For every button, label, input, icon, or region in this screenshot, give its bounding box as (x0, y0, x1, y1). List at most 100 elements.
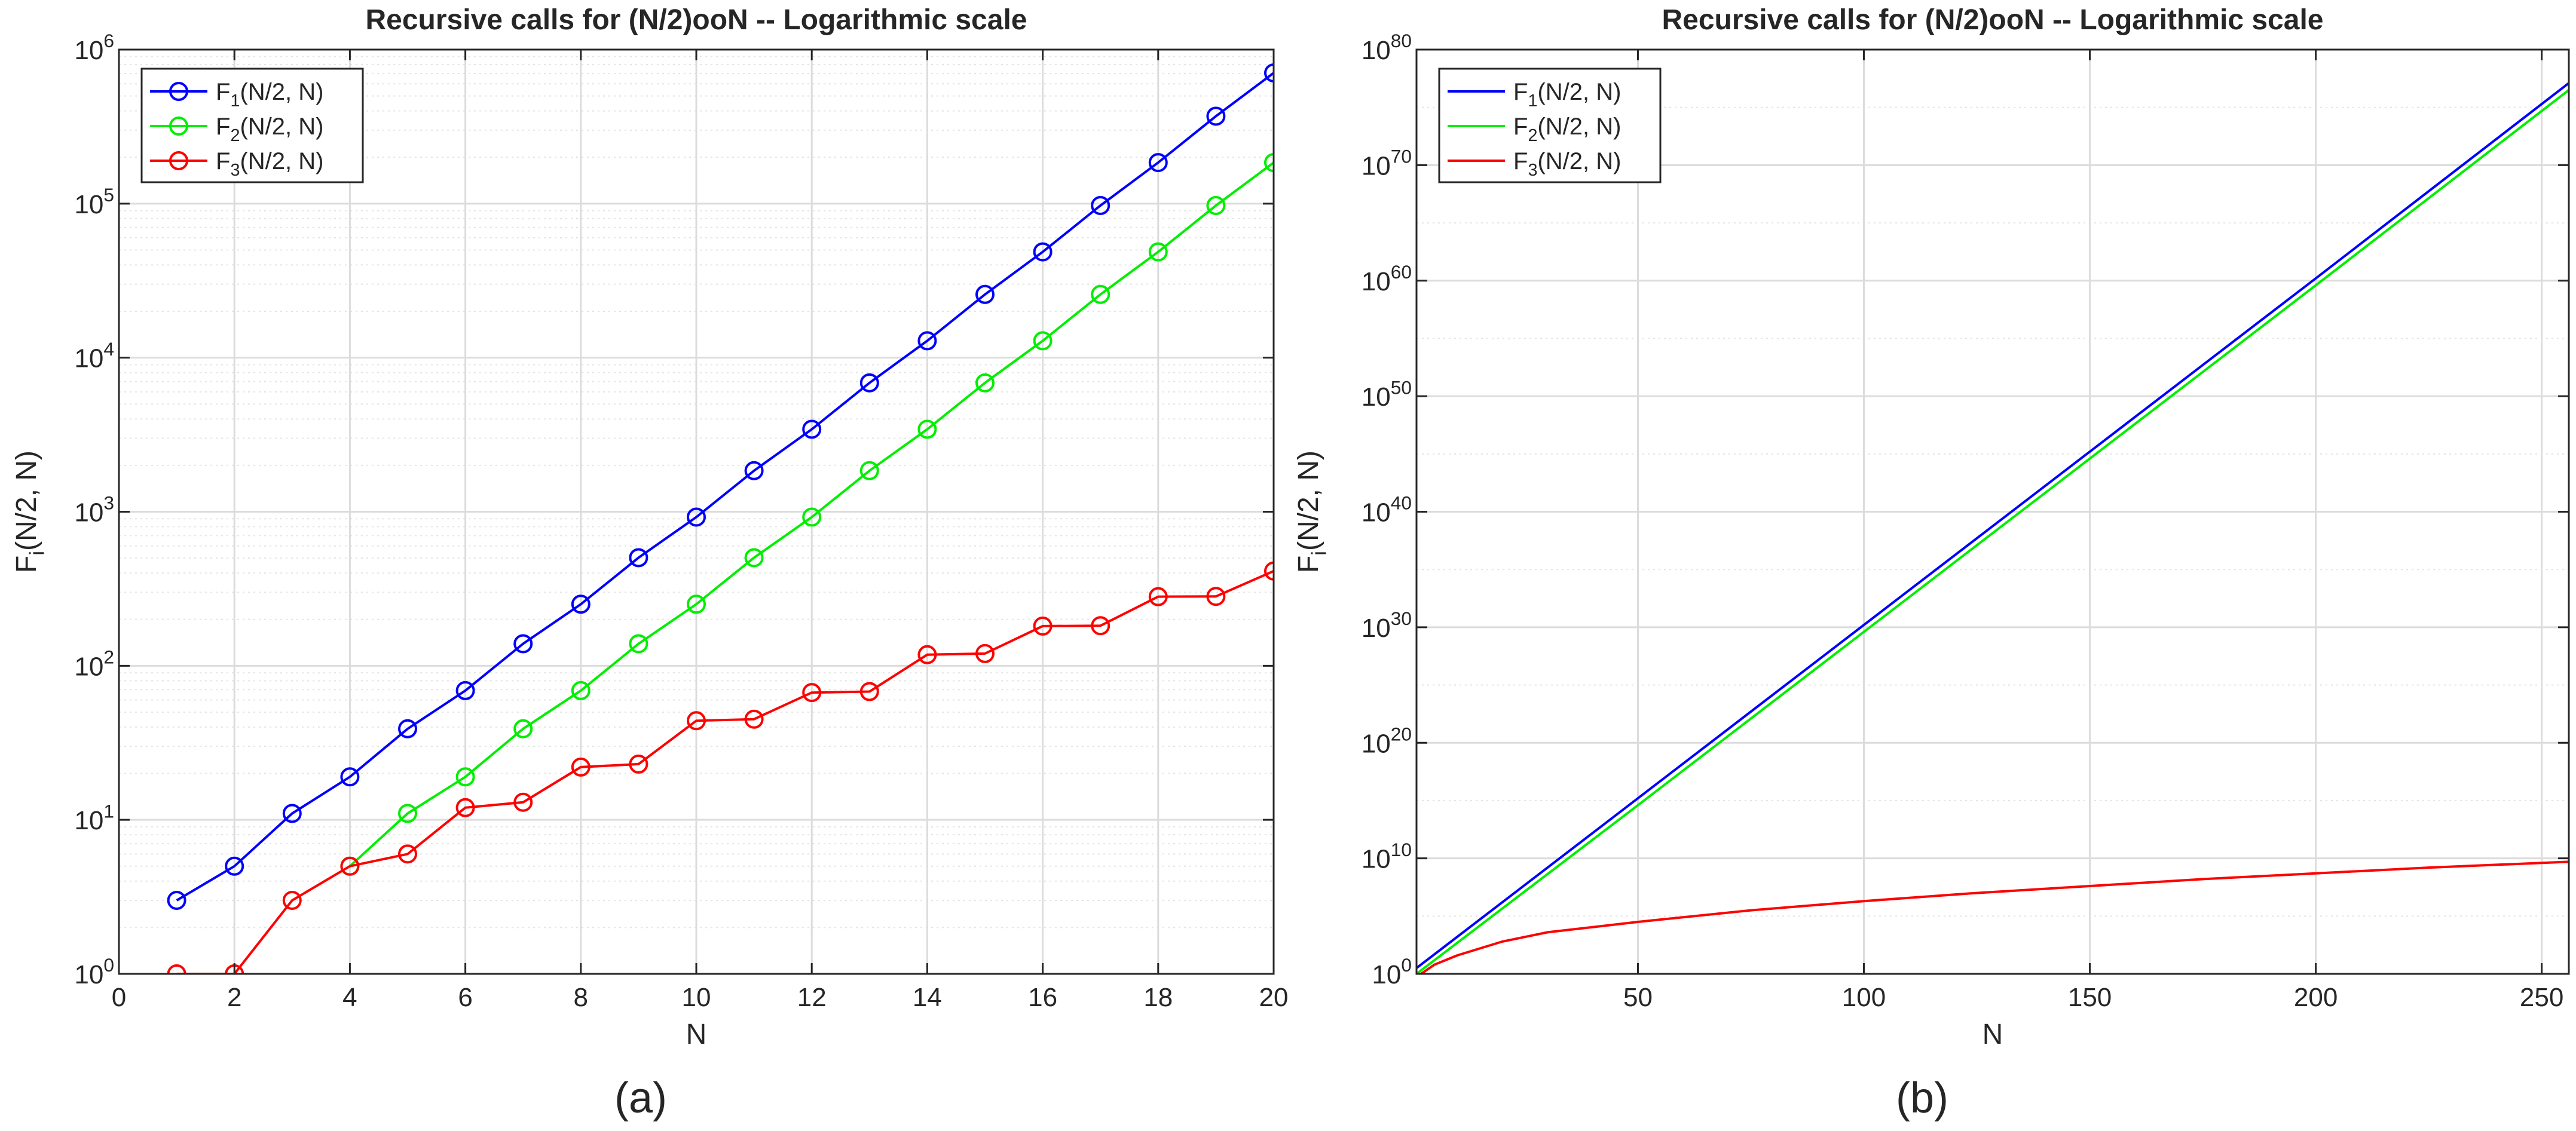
y-tick-label: 104 (74, 338, 114, 373)
data-point (917, 419, 937, 439)
data-point (917, 645, 937, 664)
legend-label: F3(N/2, N) (216, 148, 323, 180)
data-point (225, 856, 244, 876)
x-tick-label: 14 (913, 983, 942, 1012)
data-point (1091, 195, 1110, 215)
data-point (1148, 242, 1168, 262)
data-point (1033, 242, 1053, 262)
data-point (167, 964, 186, 974)
legend-marker (169, 117, 188, 136)
legend-label: F1(N/2, N) (216, 79, 323, 111)
data-point (975, 643, 995, 663)
chart-panel-1: 0 2 4 6 8 10 12 14 16 18 20 100 101 102 103 104 105 106 Re… (11, 4, 1288, 1122)
series-layer (1417, 82, 2569, 974)
legend-label: F2(N/2, N) (216, 114, 323, 145)
x-tick-label: 18 (1143, 983, 1173, 1012)
x-tick-label: 50 (1623, 983, 1653, 1012)
chart-title: Recursive calls for (N/2)ooN -- Logarith… (366, 4, 1027, 36)
x-tick-label: 20 (1259, 983, 1289, 1012)
data-point (455, 681, 475, 700)
data-point (1264, 63, 1274, 83)
data-point (455, 767, 475, 787)
data-point (282, 890, 302, 910)
y-tick-label: 105 (74, 184, 114, 219)
y-tick-label: 103 (74, 492, 114, 528)
minor-grid (1417, 106, 2569, 917)
x-tick-label: 10 (682, 983, 711, 1012)
data-point (744, 548, 764, 568)
y-tick-label: 100 (74, 954, 114, 989)
x-tick-label: 200 (2294, 983, 2338, 1012)
data-point (1148, 587, 1168, 606)
x-axis-label: N (686, 1019, 707, 1050)
data-point (1033, 616, 1053, 636)
data-point (1033, 331, 1053, 351)
legend-marker (169, 82, 188, 101)
series-line-1 (176, 72, 1274, 902)
panel-label: (a) (614, 1074, 667, 1122)
data-point (398, 804, 417, 823)
ticks (118, 48, 1275, 975)
data-point (513, 792, 533, 812)
data-point (455, 798, 475, 817)
series-line-2 (1417, 89, 2569, 974)
data-point (917, 331, 937, 351)
data-point (629, 634, 648, 654)
y-axis-label: Fi(N/2, N) (1293, 450, 1330, 573)
data-point (513, 719, 533, 738)
data-point (687, 507, 706, 527)
chart-panel-2: 50 100 150 200 250 100 1010 1020 1030 1040 1050 106… (1293, 4, 2570, 1122)
legend: F1(N/2, N)F2(N/2, N)F3(N/2, N) (140, 68, 364, 183)
series-line-3 (176, 569, 1274, 974)
major-grid (1417, 48, 2569, 975)
data-point (687, 594, 706, 614)
y-tick-label: 1030 (1362, 608, 1412, 643)
data-point (859, 373, 879, 393)
legend-label: F1(N/2, N) (1513, 79, 1621, 111)
data-point (802, 507, 822, 527)
x-tick-label: 150 (2068, 983, 2112, 1012)
chart-title: Recursive calls for (N/2)ooN -- Logarith… (1662, 4, 2324, 36)
x-tick-label: 4 (342, 983, 357, 1012)
data-point (1206, 587, 1226, 606)
y-tick-label: 102 (74, 646, 114, 682)
y-tick-label: 1010 (1362, 839, 1412, 874)
data-point (340, 856, 360, 876)
y-axis-label: Fi(N/2, N) (11, 450, 48, 573)
legend-marker (169, 151, 188, 170)
data-point (802, 419, 822, 439)
y-tick-label: 1080 (1362, 30, 1412, 65)
data-point (859, 682, 879, 701)
data-point (1091, 284, 1110, 304)
data-point (1206, 106, 1226, 126)
x-tick-label: 8 (574, 983, 588, 1012)
data-point (859, 461, 879, 480)
x-tick-label: 16 (1028, 983, 1057, 1012)
data-point (398, 719, 417, 738)
series-line-2 (349, 161, 1274, 868)
legend-label: F3(N/2, N) (1513, 148, 1621, 180)
y-tick-label: 101 (74, 800, 114, 835)
data-point (975, 284, 995, 304)
y-tick-label: 1040 (1362, 492, 1412, 528)
y-tick-label: 100 (1372, 954, 1412, 989)
series-line-1 (1417, 82, 2569, 969)
series-layer (167, 63, 1274, 974)
data-point (571, 594, 591, 614)
data-point (744, 461, 764, 480)
data-point (1206, 195, 1226, 215)
panel-label: (b) (1896, 1074, 1948, 1122)
y-tick-label: 1020 (1362, 723, 1412, 758)
data-point (1264, 561, 1274, 581)
legend-label: F2(N/2, N) (1513, 114, 1621, 145)
x-tick-label: 12 (797, 983, 827, 1012)
data-point (687, 711, 706, 731)
data-point (398, 844, 417, 864)
x-tick-label: 0 (112, 983, 126, 1012)
data-point (167, 890, 186, 910)
data-point (629, 548, 648, 568)
legend: F1(N/2, N)F2(N/2, N)F3(N/2, N) (1438, 68, 1662, 183)
y-tick-label: 1070 (1362, 146, 1412, 181)
data-point (1148, 153, 1168, 173)
